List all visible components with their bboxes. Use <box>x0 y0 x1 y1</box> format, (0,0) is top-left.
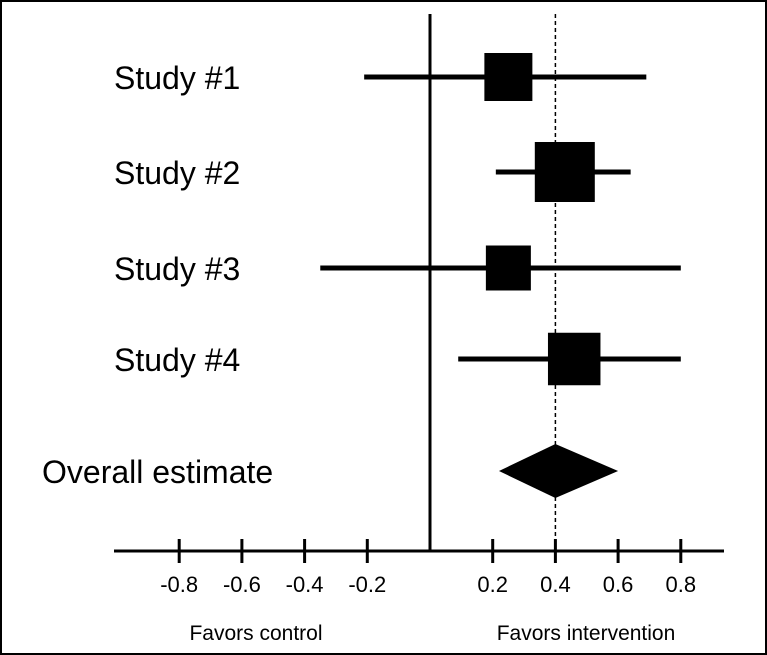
x-tick-label: 0.2 <box>477 572 508 597</box>
x-tick-label: 0.8 <box>666 572 697 597</box>
point-estimate-square <box>485 245 531 291</box>
study-row: Study #3 <box>114 245 681 291</box>
study-label: Study #4 <box>114 342 240 378</box>
x-tick-label: 0.4 <box>540 572 571 597</box>
x-tick-label: -0.6 <box>223 572 261 597</box>
study-row: Study #1 <box>114 53 647 101</box>
x-tick-label: -0.8 <box>160 572 198 597</box>
x-tick-label: 0.6 <box>603 572 634 597</box>
study-label: Study #3 <box>114 251 240 287</box>
point-estimate-square <box>484 53 533 101</box>
overall-row: Overall estimate <box>42 444 619 498</box>
study-rows: Study #1 Study #2 Study #3 Study #4 <box>114 53 681 386</box>
point-estimate-square <box>547 332 601 386</box>
study-row: Study #2 <box>114 142 631 202</box>
point-estimate-square <box>534 142 595 202</box>
study-label: Study #1 <box>114 60 240 96</box>
x-label-favors-intervention: Favors intervention <box>497 622 676 645</box>
x-tick-label: -0.4 <box>286 572 324 597</box>
x-tick-label: -0.2 <box>348 572 386 597</box>
overall-estimate-diamond <box>498 444 619 498</box>
study-label: Study #2 <box>114 155 240 191</box>
x-axis-ticks: -0.8 -0.6 -0.4 -0.2 0.2 0.4 0.6 0.8 <box>160 539 696 597</box>
x-label-favors-control: Favors control <box>189 622 322 645</box>
study-row: Study #4 <box>114 332 681 386</box>
overall-estimate-label: Overall estimate <box>42 454 273 490</box>
